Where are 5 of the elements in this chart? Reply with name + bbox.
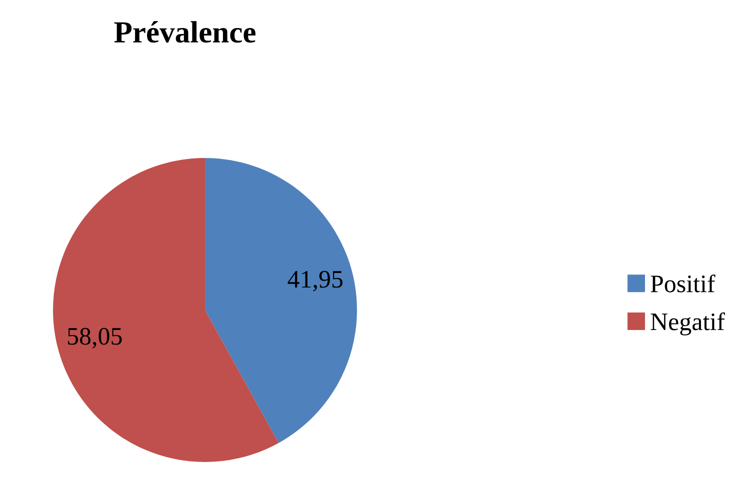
legend-label: Negatif (650, 312, 725, 336)
legend-label: Positif (650, 274, 716, 292)
data-label: 41,95 (288, 270, 343, 292)
data-label: 58,05 (68, 328, 122, 348)
chart-title: Prévalence (114, 21, 256, 43)
